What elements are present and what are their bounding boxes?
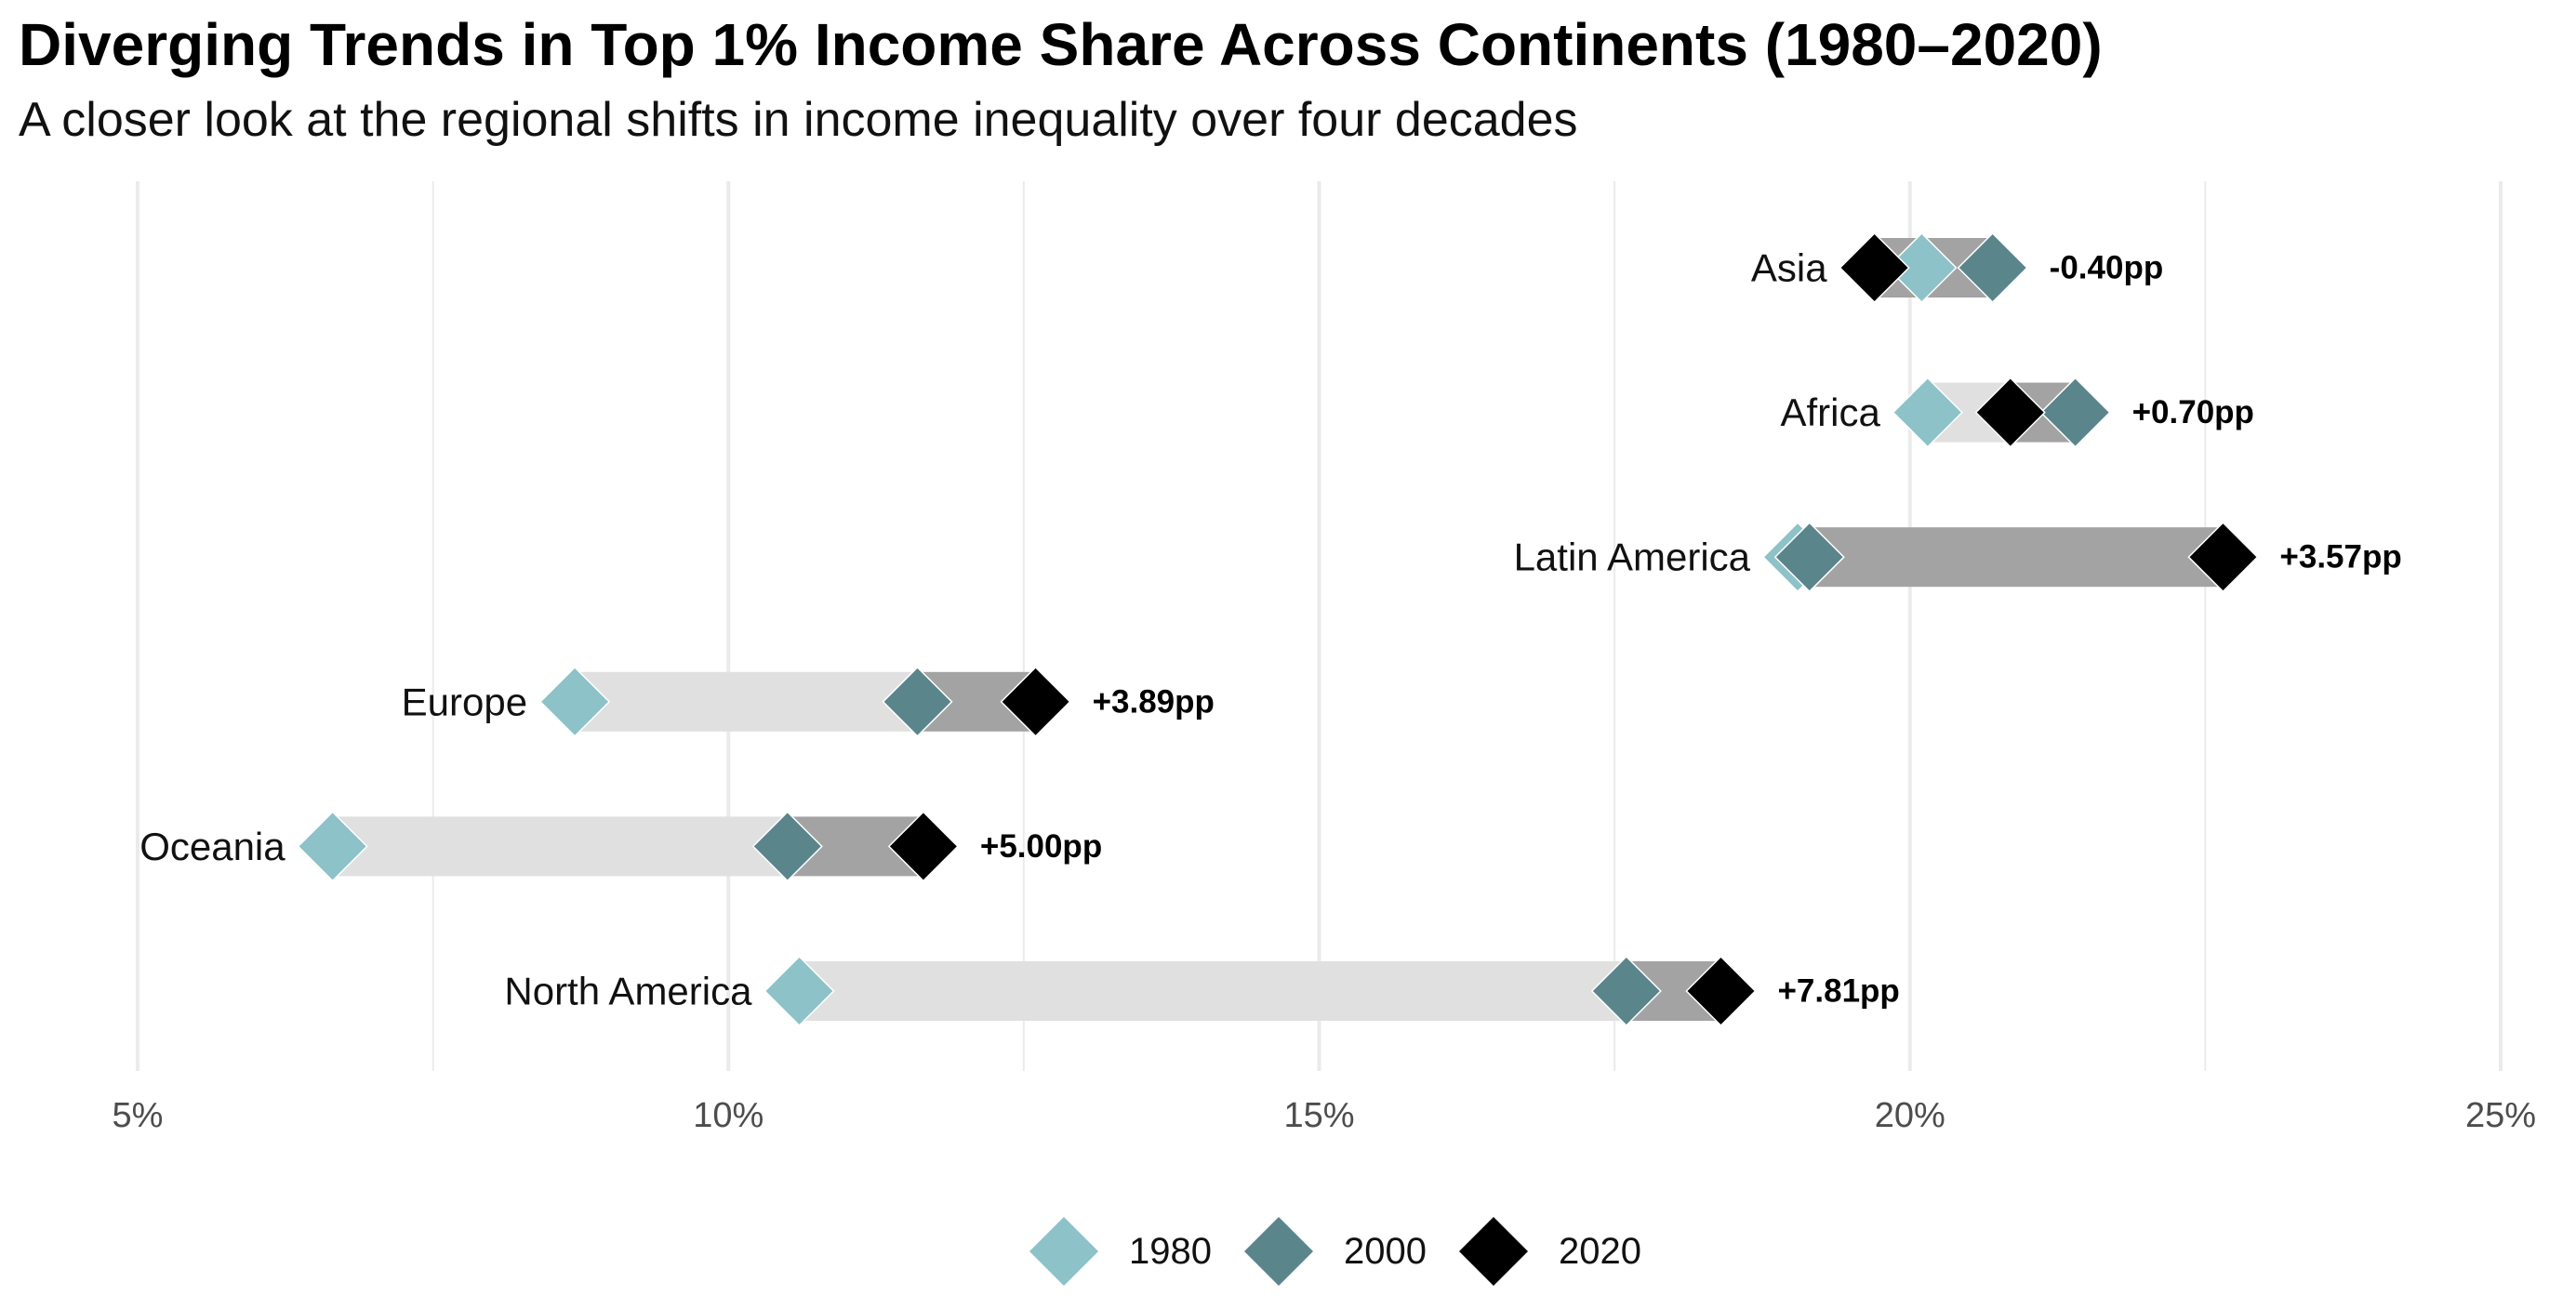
change-label: +3.89pp — [1093, 683, 1215, 720]
point-1980 — [297, 811, 368, 882]
point-2000 — [1957, 231, 2028, 304]
change-label: +0.70pp — [2132, 394, 2254, 430]
region-label: Europe — [402, 680, 527, 723]
region-label: Asia — [1751, 246, 1827, 290]
region-label: Latin America — [1514, 536, 1751, 579]
legend-key-2000 — [1244, 1217, 1313, 1286]
change-label: +5.00pp — [980, 828, 1102, 865]
legend-label: 2020 — [1559, 1231, 1641, 1272]
legend-label: 2000 — [1344, 1231, 1427, 1272]
change-label: +7.81pp — [1777, 973, 1899, 1010]
point-1980 — [539, 666, 611, 737]
legend-key-2020 — [1459, 1217, 1528, 1286]
segment-1980-2000 — [575, 671, 918, 732]
point-2000 — [1773, 522, 1845, 593]
chart-title: Diverging Trends in Top 1% Income Share … — [19, 11, 2103, 78]
change-label: +3.57pp — [2279, 539, 2401, 575]
segment-1980-2000 — [332, 816, 788, 877]
change-label: -0.40pp — [2050, 250, 2164, 286]
legend-label: 1980 — [1129, 1231, 1212, 1272]
point-2000 — [2039, 377, 2111, 448]
point-1980 — [764, 955, 835, 1027]
point-2000 — [751, 811, 823, 882]
x-tick-label: 25% — [2465, 1096, 2536, 1135]
point-2000 — [1590, 955, 1662, 1027]
segment-2000-2020 — [1809, 527, 2224, 588]
point-2020 — [1839, 231, 1910, 304]
point-2020 — [1974, 377, 2046, 448]
point-2020 — [2187, 522, 2259, 593]
legend: 1980 2000 2020 — [1029, 1217, 1641, 1286]
point-1980 — [1892, 377, 1963, 448]
x-axis: 5% 10% 15% 20% 25% — [113, 1096, 2536, 1135]
points — [297, 231, 2259, 1027]
segments — [332, 238, 2224, 1021]
region-label: Oceania — [139, 825, 285, 868]
gridlines — [136, 181, 2503, 1071]
point-1980 — [1886, 231, 1958, 304]
x-tick-label: 10% — [693, 1096, 764, 1135]
point-2000 — [882, 666, 953, 737]
point-2020 — [1685, 955, 1757, 1027]
x-tick-label: 20% — [1875, 1096, 1945, 1135]
x-tick-label: 5% — [113, 1096, 164, 1135]
segment-1980-2000 — [799, 961, 1627, 1021]
chart-subtitle: A closer look at the regional shifts in … — [19, 93, 1578, 147]
point-2020 — [1000, 666, 1071, 737]
region-label: Africa — [1780, 390, 1880, 434]
region-label: North America — [504, 970, 752, 1013]
point-2020 — [887, 811, 959, 882]
legend-key-1980 — [1029, 1217, 1098, 1286]
row-labels: Asia -0.40pp Africa +0.70pp Latin America +3.… — [139, 246, 2402, 1013]
x-tick-label: 15% — [1283, 1096, 1354, 1135]
